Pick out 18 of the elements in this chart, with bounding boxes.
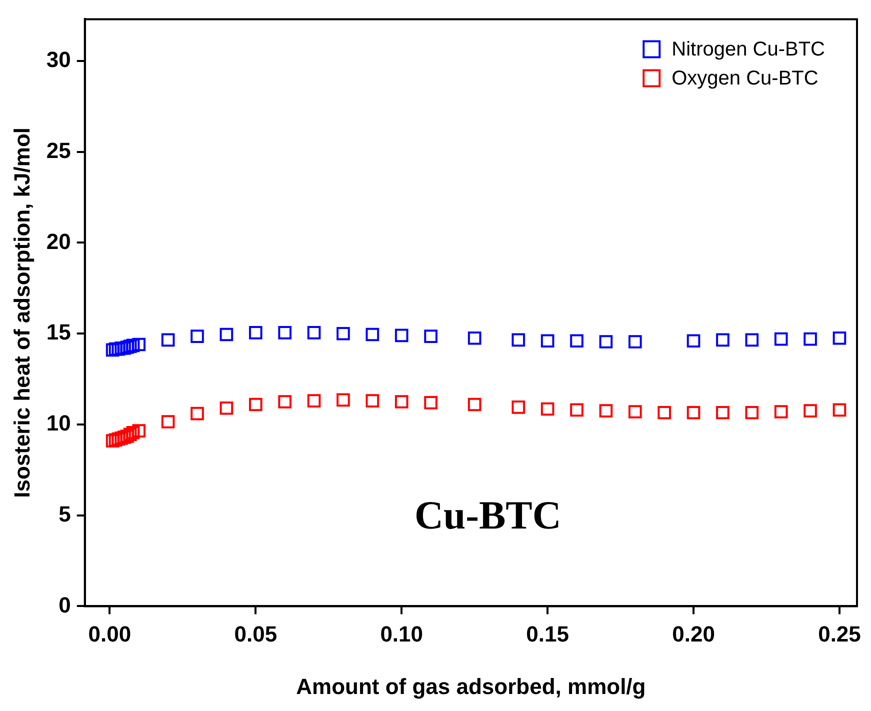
legend-label: Oxygen Cu-BTC xyxy=(672,68,818,90)
x-axis-title: Amount of gas adsorbed, mmol/g xyxy=(296,674,646,699)
x-tick-label: 0.25 xyxy=(818,621,861,646)
annotation: Cu-BTC xyxy=(414,492,562,538)
x-tick-label: 0.05 xyxy=(234,621,278,646)
y-tick-label: 10 xyxy=(46,410,71,436)
y-tick-label: 0 xyxy=(58,592,71,618)
y-tick-label: 30 xyxy=(46,47,71,72)
x-tick-label: 0.20 xyxy=(672,621,715,646)
x-tick-label: 0.10 xyxy=(380,621,424,646)
x-tick-label: 0.15 xyxy=(526,621,569,646)
y-tick-label: 25 xyxy=(46,138,71,163)
y-tick-label: 15 xyxy=(46,320,71,345)
x-tick-label: 0.00 xyxy=(88,621,132,646)
legend-label: Nitrogen Cu-BTC xyxy=(672,38,826,61)
y-tick-label: 20 xyxy=(46,228,71,254)
y-axis-title: Isosteric heat of adsorption, kJ/mol xyxy=(9,127,34,498)
y-tick-label: 5 xyxy=(58,501,71,526)
